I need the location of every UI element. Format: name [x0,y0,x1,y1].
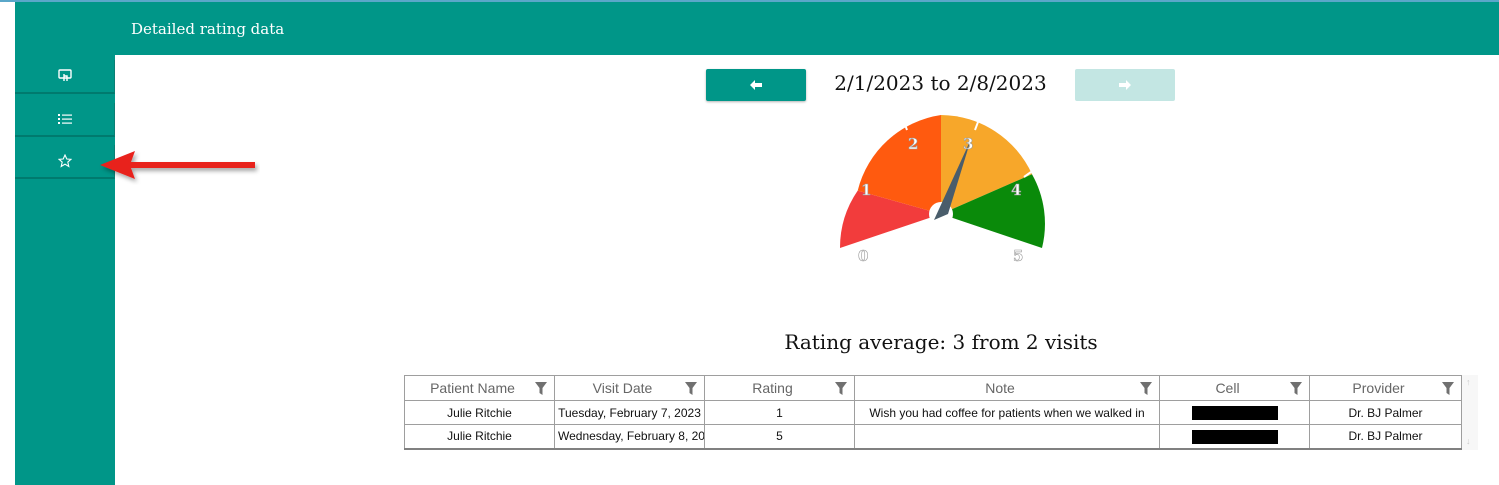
gauge-label-5: 5 [1013,247,1023,265]
cell-patient-name: Julie Ritchie [404,400,555,425]
filter-icon[interactable] [1290,382,1302,398]
list-icon [57,114,72,124]
cell-patient-name: Julie Ritchie [404,424,555,449]
column-header-cell[interactable]: Cell [1159,375,1310,401]
app-header: Detailed rating data [15,2,1499,55]
column-header-note[interactable]: Note [854,375,1160,401]
sidebar [15,55,115,485]
cell-visit-date: Tuesday, February 7, 2023 [554,400,705,425]
gauge-label-0: 0 [858,247,868,265]
gauge-band-1 [839,190,941,248]
scroll-up-icon[interactable]: ↑ [1466,377,1471,387]
redacted-block [1191,405,1278,420]
table-scrollbar[interactable] [1462,375,1478,450]
gauge-band-4 [941,174,1045,248]
filter-icon[interactable] [835,382,847,398]
gauge-band-3 [941,115,1032,214]
column-header-provider[interactable]: Provider [1309,375,1462,401]
cell-provider: Dr. BJ Palmer [1309,400,1462,425]
gauge-label-1: 1 [861,181,871,199]
cell-phone [1159,424,1310,449]
gauge-needle [934,139,971,220]
filter-icon[interactable] [1442,382,1454,398]
rating-gauge: 0 1 2 3 4 5 [839,115,1045,265]
top-accent-line [0,0,1499,2]
column-header-patient-name[interactable]: Patient Name [404,375,555,401]
previous-range-button[interactable] [706,69,806,101]
rating-average-summary: Rating average: 3 from 2 visits [784,330,1098,354]
cell-rating: 5 [704,424,855,449]
gauge-label-3: 3 [963,135,973,153]
cell-note: Wish you had coffee for patients when we… [854,400,1160,425]
sidebar-item-list[interactable] [15,103,115,137]
gauge-band-2 [857,115,941,214]
column-header-visit-date[interactable]: Visit Date [554,375,705,401]
cell-rating: 1 [704,400,855,425]
ratings-table: Patient Name Visit Date Rating Note Cell… [404,375,1462,450]
date-range-label: 2/1/2023 to 2/8/2023 [834,71,1047,95]
table-header-row: Patient Name Visit Date Rating Note Cell… [404,375,1462,401]
scroll-down-icon[interactable]: ↓ [1466,436,1471,446]
filter-icon[interactable] [1140,382,1152,398]
cell-visit-date: Wednesday, February 8, 20 [554,424,705,449]
annotation-arrow-icon [100,151,255,179]
touch-screen-icon [57,69,72,81]
page-title: Detailed rating data [131,20,285,38]
filter-icon[interactable] [535,382,547,398]
filter-icon[interactable] [685,382,697,398]
gauge-label-2: 2 [908,135,918,153]
redacted-block [1191,429,1278,444]
sidebar-item-touch-screen[interactable] [15,60,115,94]
cell-note [854,424,1160,449]
star-icon [57,154,72,168]
arrow-right-icon [1119,80,1131,90]
column-header-rating[interactable]: Rating [704,375,855,401]
cell-provider: Dr. BJ Palmer [1309,424,1462,449]
cell-phone [1159,400,1310,425]
table-row[interactable]: Julie Ritchie Wednesday, February 8, 20 … [404,424,1462,449]
gauge-label-4: 4 [1011,181,1021,199]
table-row[interactable]: Julie Ritchie Tuesday, February 7, 2023 … [404,400,1462,425]
next-range-button[interactable] [1075,69,1175,101]
arrow-left-icon [750,80,762,90]
